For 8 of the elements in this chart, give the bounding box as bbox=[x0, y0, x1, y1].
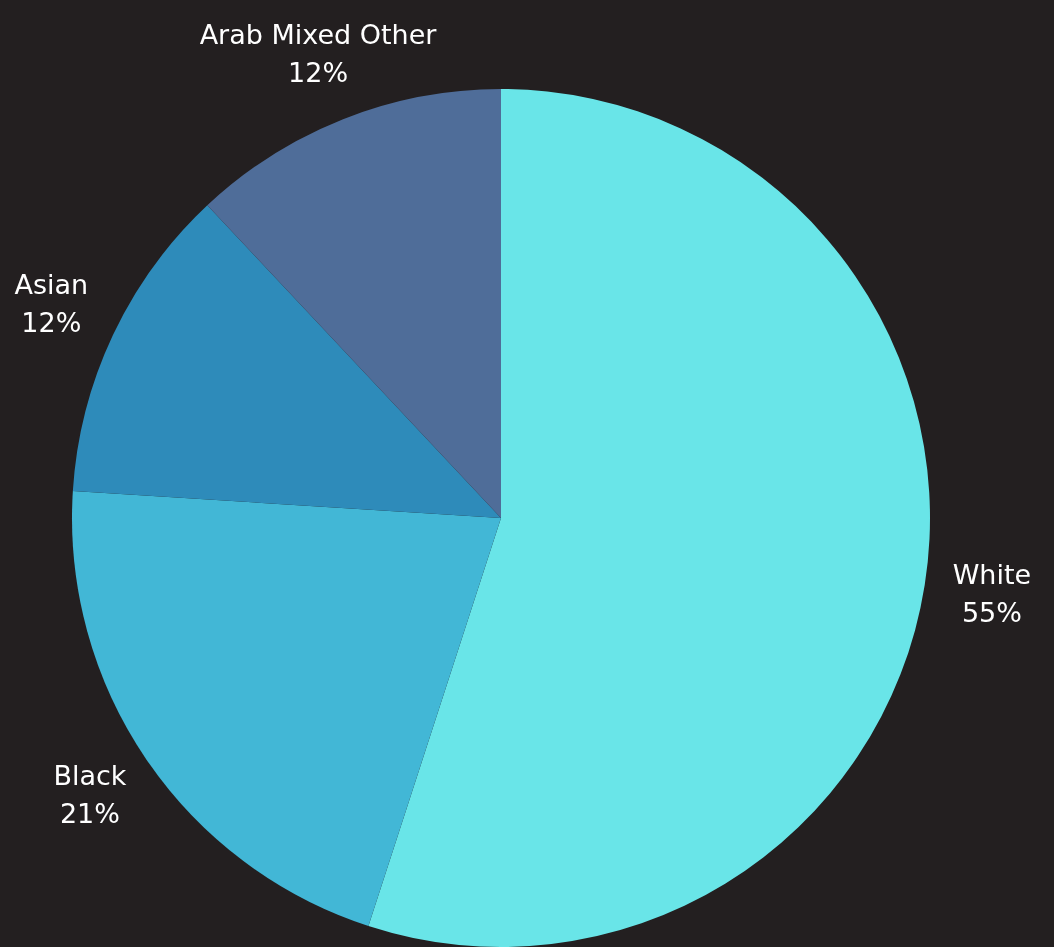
data-label: 12% bbox=[21, 307, 82, 339]
data-label: 12% bbox=[288, 56, 349, 88]
slice-label: Asian bbox=[14, 269, 89, 301]
slice-label: Arab Mixed Other bbox=[199, 18, 438, 50]
data-label: 21% bbox=[59, 798, 120, 830]
slice-label: Black bbox=[53, 760, 127, 792]
data-label: 55% bbox=[961, 596, 1022, 628]
slice-label: White bbox=[952, 558, 1032, 590]
